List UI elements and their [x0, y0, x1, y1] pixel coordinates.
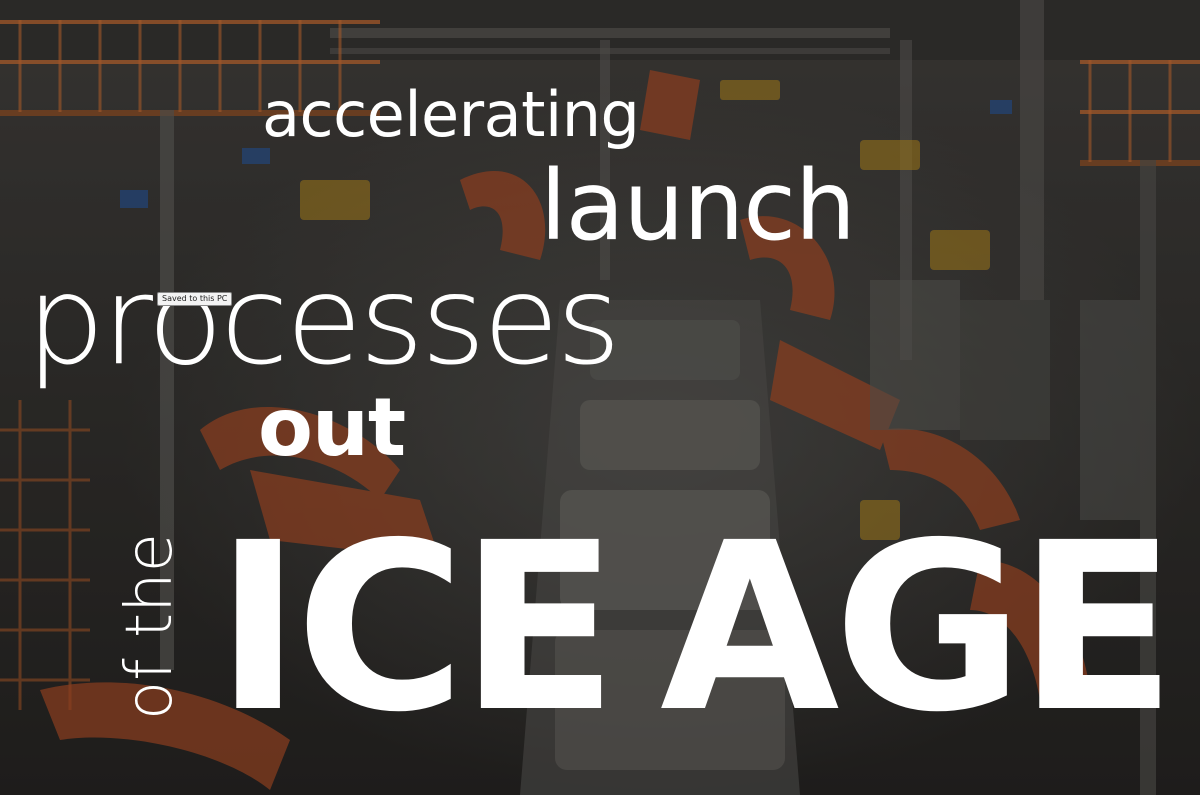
headline-of-the-vertical: of the: [113, 532, 187, 720]
headline-launch: launch: [540, 150, 856, 262]
headline-out: out: [258, 381, 406, 474]
saved-to-pc-badge: Saved to this PC: [157, 292, 233, 306]
headline-age: AGE: [660, 493, 1176, 763]
headline-processes: processes: [26, 250, 621, 392]
headline-accelerating: accelerating: [262, 78, 640, 151]
headline-ice: ICE: [215, 493, 618, 763]
